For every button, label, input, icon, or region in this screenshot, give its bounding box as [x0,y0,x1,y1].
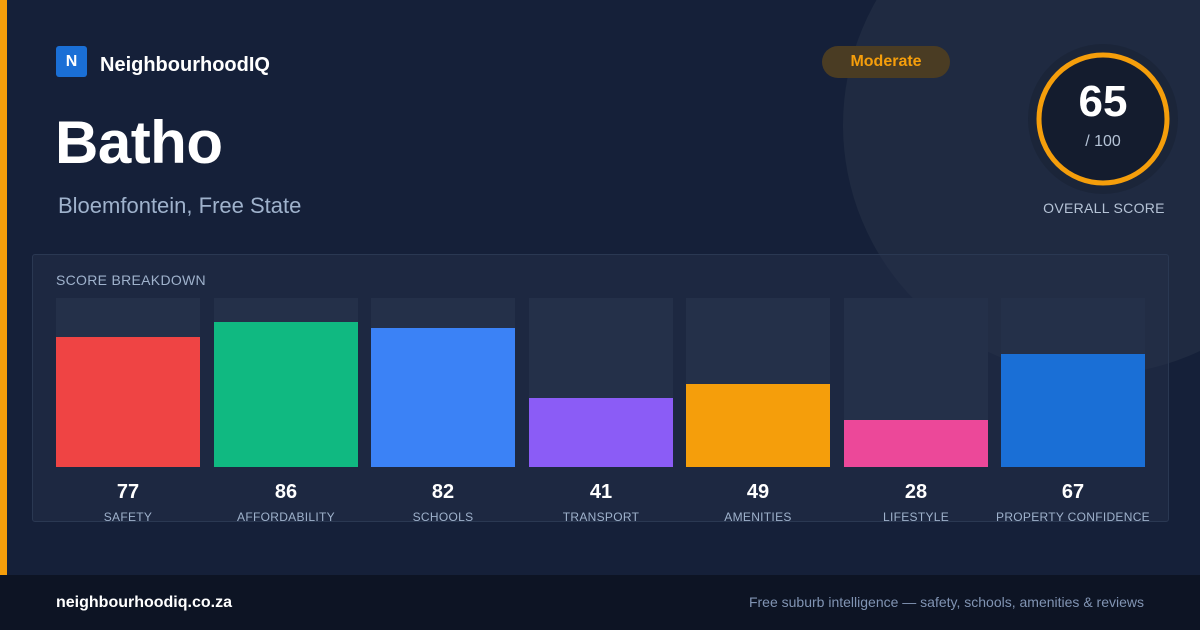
metric-value: 67 [1061,481,1085,503]
footer-url: neighbourhoodiq.co.za [56,594,232,611]
metric-bar-fill [371,328,515,467]
metric-value: 49 [746,481,770,503]
hero-panel: N NeighbourhoodIQ Batho Bloemfontein, Fr… [0,0,1178,575]
metric-label: AMENITIES [724,510,792,524]
score-breakdown-panel: SCORE BREAKDOWN 77 SAFETY 86 AFFORDABILITY 8… [32,254,1169,524]
metric-bar-track [1001,298,1145,467]
metric-bar-fill [56,337,200,467]
brand-logo: N [56,46,87,77]
metric-amenities: 49 AMENITIES [686,298,830,524]
overall-score-ring: 65 / 100 [1028,44,1178,194]
metric-label: AFFORDABILITY [237,510,335,524]
metric-lifestyle: 28 LIFESTYLE [844,298,988,524]
metric-value: 86 [274,481,298,503]
metric-label: SAFETY [103,510,153,524]
accent-bar [0,0,7,575]
metric-label: SCHOOLS [412,510,474,524]
metric-bar-track [214,298,358,467]
metric-label: TRANSPORT [562,510,640,524]
suburb-title: Batho [55,109,223,176]
metric-property-confidence: 67 PROPERTY CONFIDENCE [996,298,1150,524]
metric-schools: 82 SCHOOLS [371,298,515,524]
overall-score-label: OVERALL SCORE [1043,200,1165,216]
metric-value: 77 [116,481,140,503]
metric-bar-track [371,298,515,467]
footer-tagline: Free suburb intelligence — safety, schoo… [748,594,1144,610]
metric-bar-track [844,298,988,467]
suburb-location: Bloemfontein, Free State [58,193,302,218]
score-ring-graphic [1028,44,1178,194]
metric-bar-fill [1001,354,1145,467]
metric-bar-fill [214,322,358,467]
metric-transport: 41 TRANSPORT [529,298,673,524]
score-breakdown-title: SCORE BREAKDOWN [56,272,206,288]
overall-score-value: 65 [1078,77,1128,126]
metric-bar-track [56,298,200,467]
metric-value: 82 [431,481,455,503]
metric-safety: 77 SAFETY [56,298,200,524]
metric-label: PROPERTY CONFIDENCE [996,510,1150,524]
metric-bar-fill [686,384,830,467]
brand-name: NeighbourhoodIQ [100,54,270,76]
metric-affordability: 86 AFFORDABILITY [214,298,358,524]
metric-bar-fill [844,420,988,467]
metric-bar-fill [529,398,673,467]
score-ring-arc [1036,52,1170,186]
metric-bar-track [686,298,830,467]
footer: neighbourhoodiq.co.za Free suburb intell… [0,575,1200,630]
overall-score-max: / 100 [1085,133,1121,150]
score-ring-inner [1039,55,1167,183]
brand: N NeighbourhoodIQ [56,46,270,77]
metric-value: 41 [589,481,613,503]
rating-badge: Moderate [822,46,950,78]
metric-label: LIFESTYLE [882,510,950,524]
metric-bar-track [529,298,673,467]
metric-value: 28 [904,481,928,503]
